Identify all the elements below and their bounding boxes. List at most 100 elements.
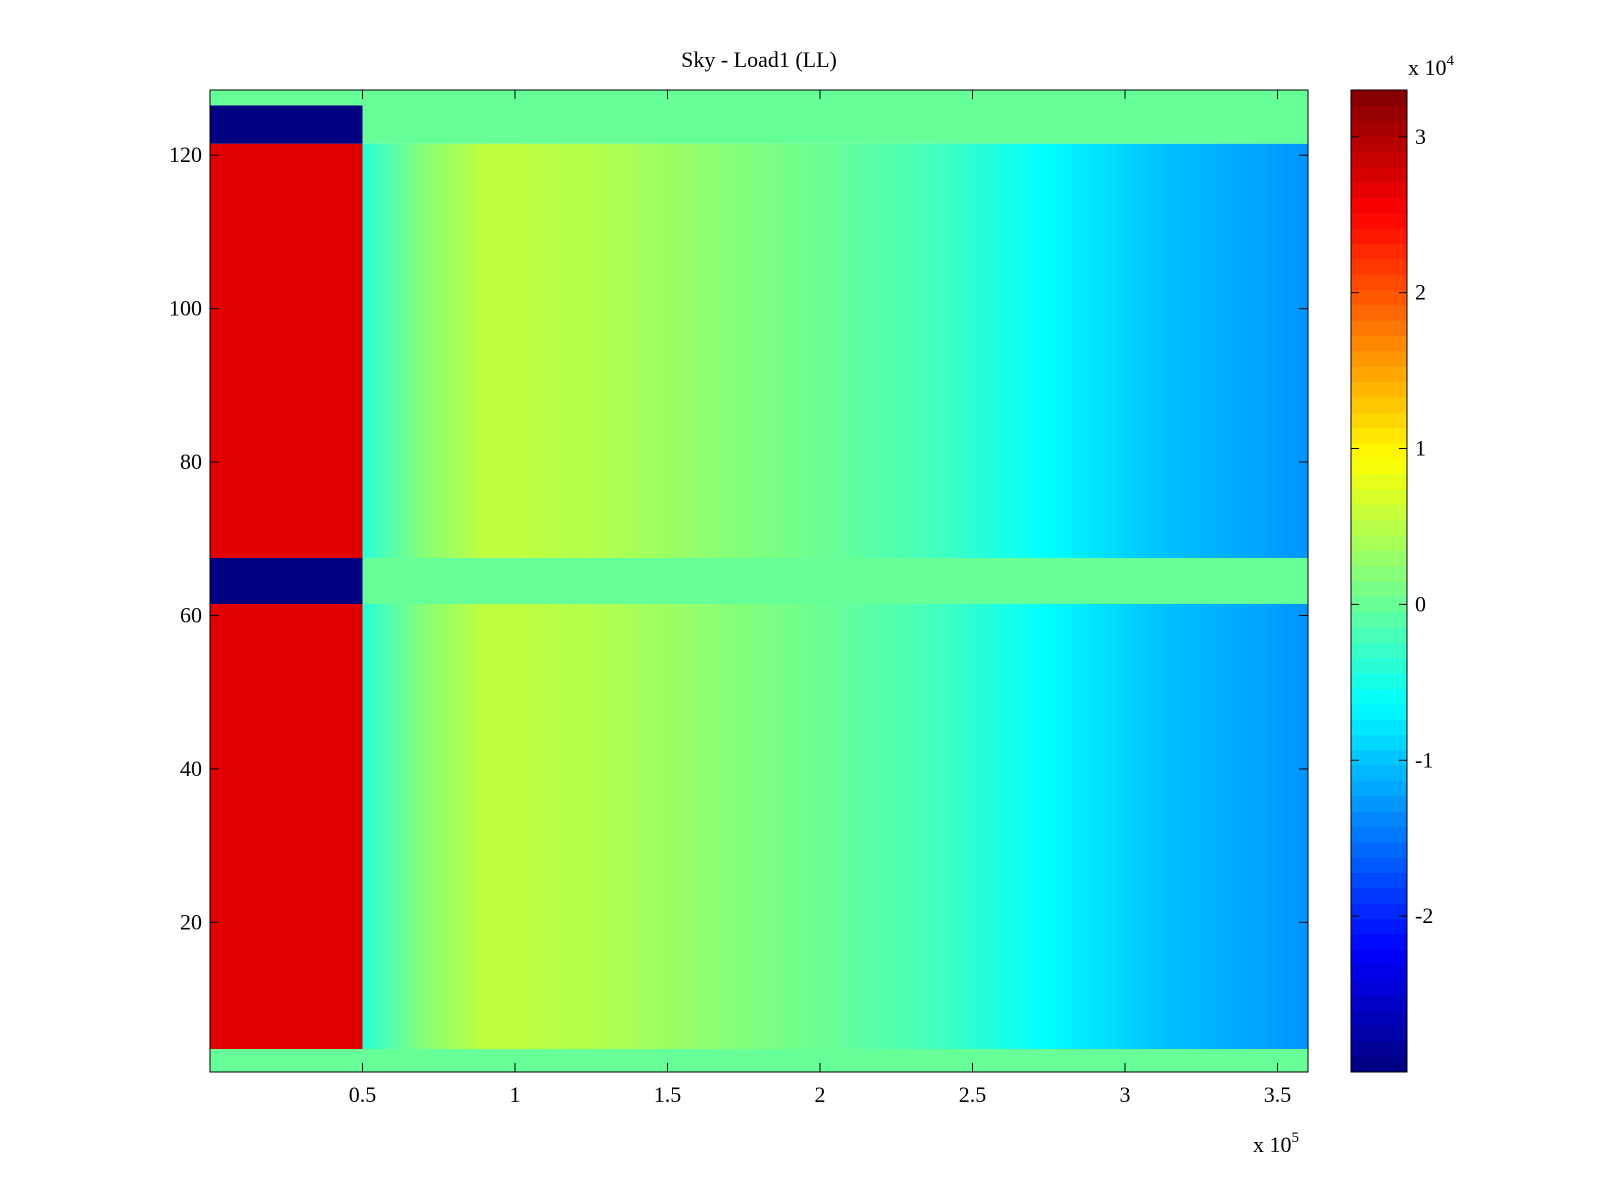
heatmap-cell: [476, 143, 486, 558]
colorbar-segment: [1351, 166, 1407, 183]
heatmap-cell: [667, 143, 676, 558]
colorbar-segment: [1351, 1056, 1407, 1073]
colorbar-segment: [1351, 320, 1407, 336]
heatmap-cell: [713, 143, 722, 558]
heatmap-cell: [400, 143, 409, 558]
heatmap-cell: [210, 1048, 363, 1072]
heatmap-cell: [888, 604, 897, 1049]
heatmap-cell: [1277, 604, 1286, 1049]
heatmap-cell: [690, 604, 699, 1049]
heatmap-cell: [736, 604, 745, 1049]
heatmap-cell: [591, 604, 600, 1049]
colorbar-segment: [1351, 918, 1407, 935]
heatmap-cell: [842, 604, 852, 1049]
heatmap-cell: [1056, 143, 1065, 558]
heatmap-cell: [210, 90, 363, 106]
colorbar-segment: [1351, 458, 1407, 475]
colorbar-segment: [1351, 289, 1407, 306]
heatmap-cell: [1079, 143, 1088, 558]
heatmap-cell: [385, 604, 394, 1049]
heatmap-cell: [911, 604, 920, 1049]
heatmap-cell: [766, 604, 775, 1049]
heatmap-cell: [858, 604, 867, 1049]
colorbar-segment: [1351, 350, 1407, 367]
heatmap-cell: [835, 143, 844, 558]
colorbar-segment: [1351, 703, 1407, 720]
colorbar-segment: [1351, 1025, 1407, 1042]
heatmap-cell: [1003, 143, 1012, 558]
heatmap-cell: [583, 604, 592, 1049]
heatmap-cell: [827, 604, 836, 1049]
colorbar-axis: -2 -1 0 1 2 3: [1351, 124, 1433, 928]
heatmap-cell: [1277, 143, 1286, 558]
colorbar-segment: [1351, 381, 1407, 398]
heatmap-cell: [1147, 143, 1157, 558]
heatmap-cell: [1048, 604, 1057, 1049]
heatmap-cell: [492, 604, 501, 1049]
heatmap-cell: [957, 143, 966, 558]
heatmap-cell: [1071, 143, 1080, 558]
heatmap-cell: [949, 143, 958, 558]
heatmap-cell: [1041, 143, 1050, 558]
heatmap-cell: [568, 604, 577, 1049]
heatmap-cell: [576, 143, 585, 558]
heatmap-cell: [1254, 143, 1263, 558]
y-tick-label: 120: [169, 142, 202, 167]
heatmap-cell: [210, 143, 363, 558]
heatmap-cell: [637, 604, 646, 1049]
x-axis: 0.5 1 1.5 2 2.5 3 3.5: [349, 90, 1291, 1107]
heatmap-cell: [560, 604, 569, 1049]
heatmap-cell: [926, 604, 935, 1049]
heatmap-cell: [774, 604, 783, 1049]
colorbar-tick-label: 3: [1415, 124, 1426, 149]
heatmap-cell: [408, 604, 417, 1049]
heatmap-cell: [903, 604, 913, 1049]
heatmap-cell: [1170, 604, 1179, 1049]
heatmap-cell: [652, 143, 661, 558]
heatmap-cell: [614, 143, 623, 558]
heatmap-cell: [1262, 143, 1271, 558]
colorbar-segment: [1351, 427, 1407, 444]
heatmap-cell: [591, 143, 600, 558]
heatmap-cell: [629, 143, 638, 558]
colorbar-segment: [1351, 243, 1407, 260]
heatmap-cell: [1285, 604, 1294, 1049]
heatmap-cell: [720, 143, 730, 558]
heatmap-cell: [507, 604, 516, 1049]
heatmap-cell: [804, 604, 813, 1049]
heatmap-cell: [781, 604, 791, 1049]
x-axis-multiplier: x 105: [1253, 1130, 1299, 1157]
heatmap-cell: [1018, 604, 1027, 1049]
heatmap-cell: [1132, 143, 1141, 558]
heatmap-cell: [1086, 604, 1096, 1049]
heatmap-cell: [1064, 604, 1073, 1049]
heatmap-cell: [957, 604, 966, 1049]
heatmap-cell: [1033, 143, 1042, 558]
colorbar-segment: [1351, 611, 1407, 628]
heatmap-cell: [980, 604, 989, 1049]
heatmap-cell: [751, 604, 760, 1049]
heatmap-cell: [1071, 604, 1080, 1049]
heatmap-cell: [1125, 143, 1134, 558]
heatmap-cell: [919, 604, 928, 1049]
heatmap-cell: [522, 604, 531, 1049]
colorbar-segment: [1351, 673, 1407, 689]
colorbar-segment: [1351, 841, 1407, 858]
heatmap-cell: [1041, 604, 1050, 1049]
heatmap-cell: [1239, 604, 1248, 1049]
heatmap-cell: [454, 143, 463, 558]
heatmap-cell: [637, 143, 646, 558]
heatmap-cell: [408, 143, 417, 558]
y-tick-label: 100: [169, 296, 202, 321]
colorbar-segment: [1351, 811, 1407, 827]
colorbar-tick-label: -2: [1415, 903, 1433, 928]
heatmap-cell: [705, 143, 714, 558]
plot-frame: [209, 89, 1309, 1073]
colorbar-segment: [1351, 534, 1407, 551]
y-tick-label: 80: [180, 449, 202, 474]
colorbar-segment: [1351, 596, 1407, 613]
heatmap-cell: [423, 604, 432, 1049]
y-tick-label: 20: [180, 909, 202, 934]
heatmap-cell: [1132, 604, 1141, 1049]
colorbar: [1351, 90, 1407, 1073]
